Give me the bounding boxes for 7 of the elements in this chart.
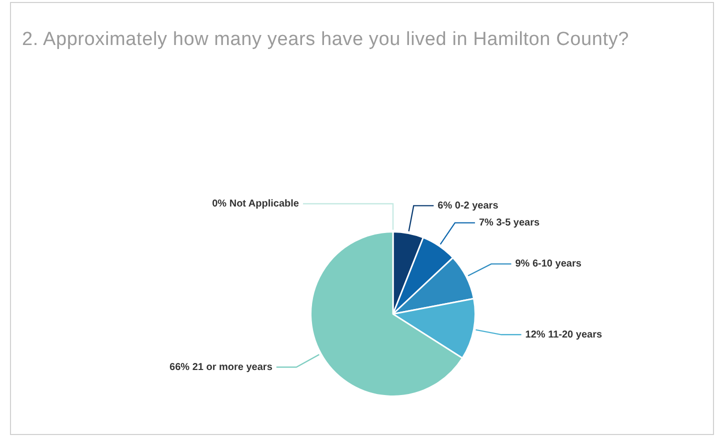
slice-label: 66% 21 or more years: [170, 362, 273, 373]
slice-label: 9% 6-10 years: [515, 258, 582, 270]
slice-label: 6% 0-2 years: [438, 200, 499, 212]
text: 0% Not Applicable: [212, 198, 299, 210]
slice-label: 12% 11-20 years: [525, 329, 602, 340]
chart-title: 2. Approximately how many years have you lived in Hamilton County?: [22, 28, 630, 52]
slice-label: 7% 3-5 years: [478, 218, 540, 229]
